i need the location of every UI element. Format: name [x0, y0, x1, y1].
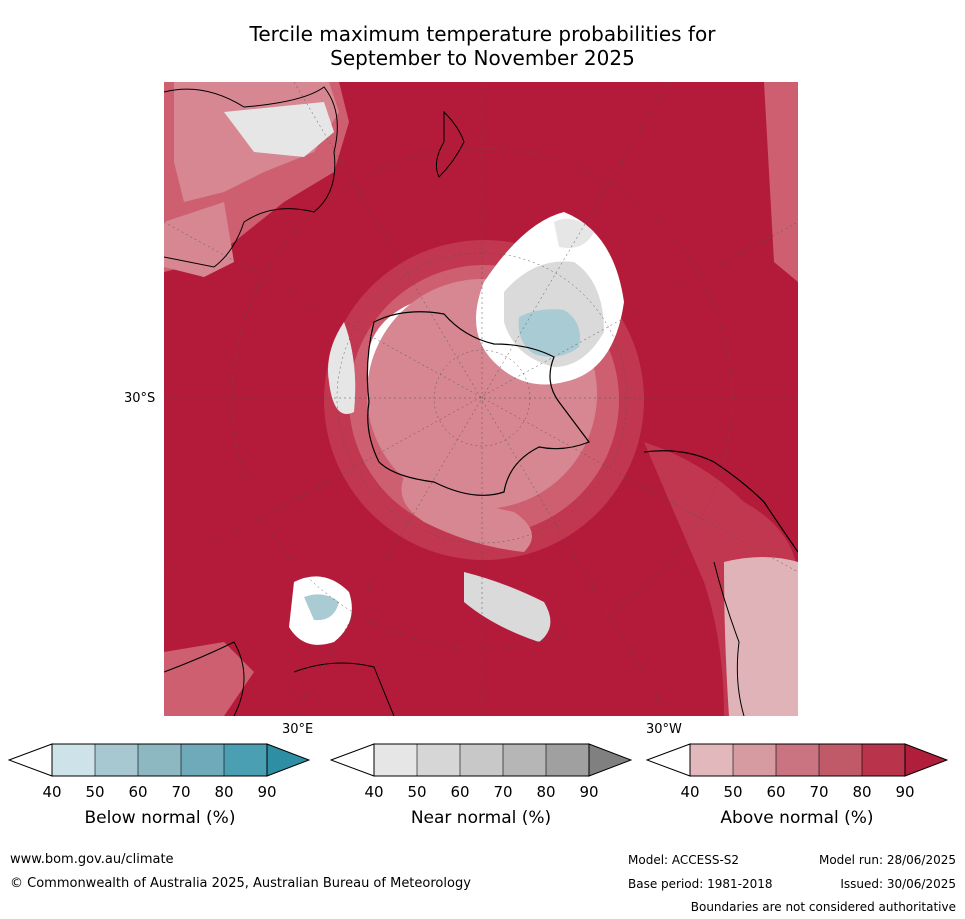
- lower-landmass-outline: [293, 662, 395, 716]
- below-normal-swatch-min: [8, 743, 53, 777]
- near-normal-label: Near normal (%): [410, 808, 552, 828]
- copyright-text: © Commonwealth of Australia 2025, Austra…: [10, 876, 471, 891]
- near-tick-50: 50: [407, 783, 427, 801]
- below-tick-80: 80: [214, 783, 234, 801]
- above-normal-swatch-50-60: [733, 744, 776, 776]
- graticule: [164, 82, 798, 716]
- below-normal-label: Below normal (%): [84, 808, 236, 828]
- colorbar-below-normal: [8, 743, 310, 777]
- south-america-outline: [643, 450, 798, 553]
- below-normal-patch-pacific: [518, 309, 580, 357]
- africa-outline: [713, 561, 745, 716]
- new-zealand-outline: [435, 110, 465, 178]
- above-tick-80: 80: [852, 783, 872, 801]
- near-tick-80: 80: [536, 783, 556, 801]
- colorbar-near-normal: [330, 743, 632, 777]
- near-normal-swatch-80-90: [546, 744, 589, 776]
- colorbar-above-normal: [646, 743, 948, 777]
- above-normal-swatch-min: [646, 743, 691, 777]
- above-normal-label: Above normal (%): [720, 808, 874, 828]
- model-run-date: Model run: 28/06/2025: [818, 853, 956, 867]
- near-tick-70: 70: [493, 783, 513, 801]
- lon-label-30w: 30°W: [646, 722, 682, 737]
- below-tick-70: 70: [171, 783, 191, 801]
- issued-date: Issued: 30/06/2025: [840, 877, 956, 891]
- below-tick-90: 90: [257, 783, 277, 801]
- near-normal-small-patch: [554, 218, 594, 248]
- southern-ocean-streak-60: [401, 477, 532, 552]
- near-normal-swatch-min: [330, 743, 375, 777]
- near-normal-swatch-70-80: [503, 744, 546, 776]
- near-tick-60: 60: [450, 783, 470, 801]
- above-normal-swatch-70-80: [819, 744, 862, 776]
- website-link[interactable]: www.bom.gov.au/climate: [10, 852, 174, 867]
- title-line-1: Tercile maximum temperature probabilitie…: [249, 22, 716, 46]
- lon-label-30e: 30°E: [282, 722, 314, 737]
- near-normal-swatch-50-60: [417, 744, 460, 776]
- below-normal-swatch-40-50: [52, 744, 95, 776]
- australia-near-normal: [224, 102, 334, 157]
- below-normal-swatch-60-70: [138, 744, 181, 776]
- below-normal-patch-atlantic: [304, 594, 339, 621]
- above-tick-40: 40: [680, 783, 700, 801]
- below-normal-swatch-70-80: [181, 744, 224, 776]
- map-title: Tercile maximum temperature probabilitie…: [0, 22, 965, 70]
- boundaries-disclaimer: Boundaries are not considered authoritat…: [690, 900, 956, 914]
- near-tick-40: 40: [364, 783, 384, 801]
- australia-outline: [164, 86, 338, 268]
- africa-region-50: [724, 557, 798, 716]
- above-tick-60: 60: [766, 783, 786, 801]
- above-normal-swatch-max: [904, 743, 948, 777]
- lower-left-landmass-outline: [164, 641, 245, 716]
- probability-map: [164, 82, 798, 716]
- base-period: Base period: 1981-2018: [628, 877, 773, 891]
- map-canvas: [164, 82, 798, 716]
- title-line-2: September to November 2025: [330, 46, 635, 70]
- near-tick-90: 90: [579, 783, 599, 801]
- near-normal-swatch-60-70: [460, 744, 503, 776]
- east-edge-70: [764, 82, 798, 282]
- above-tick-90: 90: [895, 783, 915, 801]
- lat-label-30s: 30°S: [124, 391, 156, 406]
- below-normal-swatch-80-90: [224, 744, 267, 776]
- below-tick-60: 60: [128, 783, 148, 801]
- above-tick-70: 70: [809, 783, 829, 801]
- above-normal-swatch-80-90: [862, 744, 905, 776]
- above-normal-swatch-60-70: [776, 744, 819, 776]
- model-name: Model: ACCESS-S2: [628, 853, 740, 867]
- below-tick-50: 50: [85, 783, 105, 801]
- western-australia-60: [164, 202, 234, 277]
- near-normal-swatch-40-50: [374, 744, 417, 776]
- below-tick-40: 40: [42, 783, 62, 801]
- below-normal-swatch-max: [266, 743, 310, 777]
- above-normal-swatch-40-50: [690, 744, 733, 776]
- above-tick-50: 50: [723, 783, 743, 801]
- south-america-west-70: [164, 642, 254, 716]
- near-normal-swatch-max: [588, 743, 632, 777]
- near-normal-patch-south-atlantic: [464, 572, 551, 642]
- antarctica-outline: [366, 311, 590, 496]
- east-antarctica-near-normal: [328, 322, 356, 414]
- below-normal-swatch-50-60: [95, 744, 138, 776]
